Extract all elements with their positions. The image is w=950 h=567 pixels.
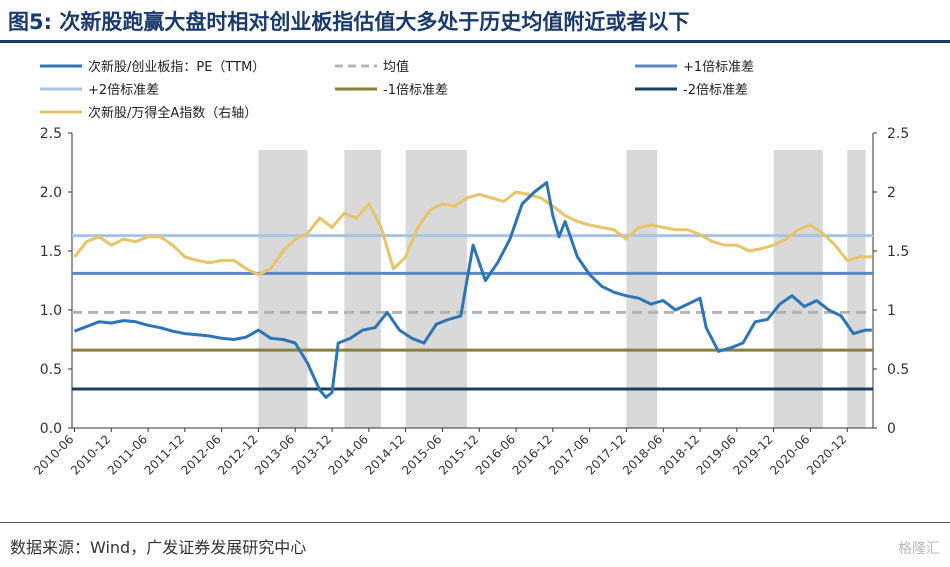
legend-label: +1倍标准差 (683, 60, 754, 75)
legend-label: +2倍标准差 (88, 83, 159, 98)
shaded-period (258, 150, 308, 428)
figure-title: 图5: 次新股跑赢大盘时相对创业板指估值大多处于历史均值附近或者以下 (8, 10, 690, 34)
right-axis-tick-label: 1.5 (887, 244, 909, 260)
series-line (73, 181, 872, 399)
shaded-period (405, 150, 467, 428)
legend-label: -1倍标准差 (383, 83, 448, 98)
shaded-period (847, 150, 866, 428)
x-axis-tick-label: 2020-12 (804, 432, 849, 477)
series-line (73, 190, 872, 277)
chart: 0.00.51.01.52.02.500.511.522.52010-06201… (31, 59, 909, 478)
source-note: 数据来源：Wind，广发证券发展研究中心 (10, 538, 307, 557)
legend-label: -2倍标准差 (683, 83, 748, 98)
legend-label: 均值 (383, 59, 409, 75)
right-axis-tick-label: 0.5 (887, 362, 909, 378)
shaded-period (773, 150, 823, 428)
title-bar: 图5: 次新股跑赢大盘时相对创业板指估值大多处于历史均值附近或者以下 (0, 0, 950, 43)
legend-label: 次新股/创业板指：PE（TTM） (88, 59, 265, 75)
right-axis-tick-label: 1 (887, 303, 896, 319)
right-axis-tick-label: 2.5 (887, 126, 909, 142)
legend-label: 次新股/万得全A指数（右轴） (88, 105, 257, 121)
left-axis-tick-label: 0.5 (40, 362, 62, 378)
left-axis-tick-label: 2.5 (40, 126, 62, 142)
shaded-period (344, 150, 382, 428)
left-axis-tick-label: 1.0 (40, 303, 62, 319)
watermark: 格隆汇 (898, 541, 940, 557)
right-axis-tick-label: 2 (887, 185, 896, 201)
left-axis-tick-label: 0.0 (40, 421, 62, 437)
shaded-period (626, 150, 658, 428)
left-axis-tick-label: 2.0 (40, 185, 62, 201)
left-axis-tick-label: 1.5 (40, 244, 62, 260)
source-divider (0, 522, 950, 523)
right-axis-tick-label: 0 (887, 421, 896, 437)
